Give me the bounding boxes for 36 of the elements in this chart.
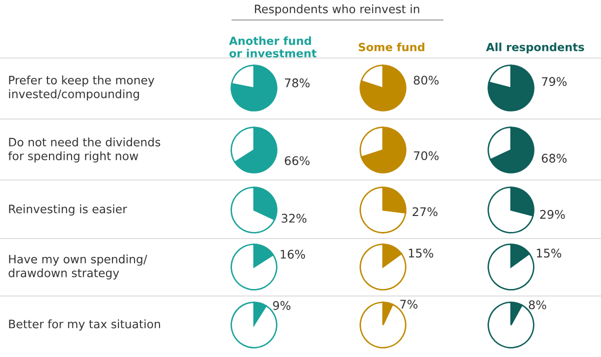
data-label: 66% xyxy=(284,156,310,166)
pie-slice xyxy=(230,186,276,234)
text: Respondents who reinvest in xyxy=(254,4,420,16)
data-label: 70% xyxy=(414,151,439,160)
text: Prefer to keep the money invested/compounding xyxy=(9,76,154,100)
data-label: 27% xyxy=(412,207,438,216)
data-label: 68% xyxy=(542,154,567,163)
chart-title: All respondents xyxy=(486,42,584,54)
data-label: 80% xyxy=(414,76,439,85)
data-label: 7% xyxy=(400,300,418,309)
pie-slice xyxy=(230,244,278,290)
pie-slice xyxy=(360,244,406,290)
chart-title: Some fund xyxy=(358,42,424,52)
data-label: 79% xyxy=(542,77,567,86)
text: Better for my tax situation xyxy=(9,319,160,331)
pie-slice xyxy=(488,186,534,234)
pie-slice xyxy=(360,64,406,112)
data-label: 9% xyxy=(273,301,290,310)
text: Reinvesting is easier xyxy=(9,204,128,216)
data-label: 78% xyxy=(284,78,310,88)
chart-title: Another fund or investment xyxy=(229,36,316,58)
pie-slice xyxy=(488,244,534,290)
text: Do not need the dividends for spending right now xyxy=(8,138,160,162)
pie-slice xyxy=(360,126,406,174)
data-label: 15% xyxy=(408,248,434,258)
text: Have my own spending/ drawdown strategy xyxy=(8,254,148,280)
data-label: 29% xyxy=(540,210,565,219)
pie-slice xyxy=(360,186,406,234)
data-label: 32% xyxy=(282,214,306,223)
data-label: 15% xyxy=(536,248,562,258)
pie-slice xyxy=(488,64,534,112)
data-label: 16% xyxy=(280,250,306,259)
data-label: 8% xyxy=(528,300,546,310)
pie-slice xyxy=(490,126,534,174)
pie-slice xyxy=(230,64,278,112)
pie-slice xyxy=(234,126,278,174)
